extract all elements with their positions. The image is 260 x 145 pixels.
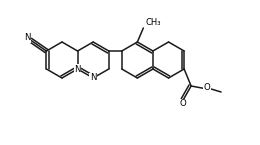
Text: CH₃: CH₃: [145, 18, 161, 27]
Text: N: N: [90, 74, 96, 83]
Text: O: O: [204, 84, 211, 93]
Text: O: O: [180, 99, 186, 108]
Text: N: N: [24, 33, 31, 42]
Text: N: N: [74, 65, 81, 74]
